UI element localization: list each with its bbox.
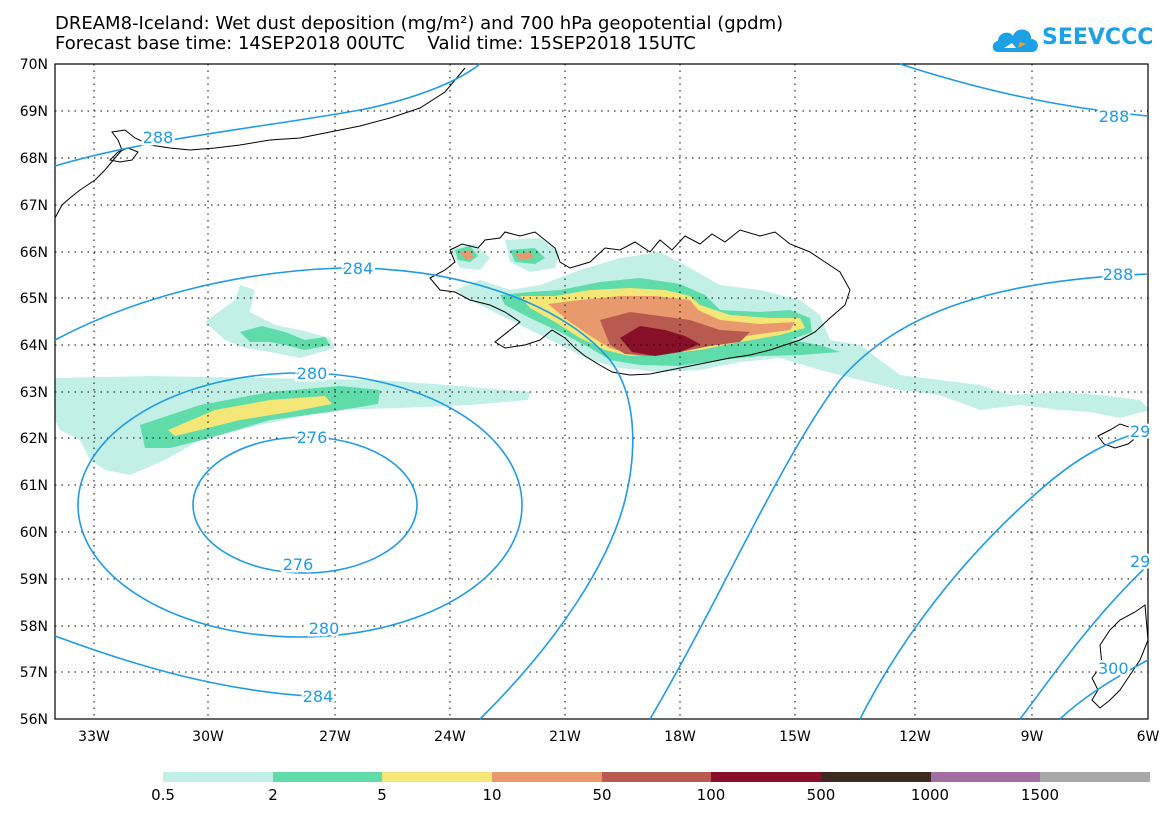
color-legend <box>163 772 1151 782</box>
contour-276 <box>192 436 418 574</box>
legend-swatch-6 <box>821 772 931 782</box>
lon-label: 21W <box>549 729 581 745</box>
contour-label: 29 <box>1130 552 1150 571</box>
lat-label: 70N <box>20 57 48 73</box>
coast-iceland <box>429 229 851 376</box>
lon-label: 24W <box>434 729 466 745</box>
contour-label: 284 <box>343 259 374 278</box>
seevccc-logo: SEEVCCC <box>990 22 1153 56</box>
coast-faroes <box>1097 423 1139 449</box>
coast-greenland <box>54 67 466 219</box>
legend-label: 500 <box>806 786 836 804</box>
lat-label: 67N <box>20 198 48 214</box>
map-subtitle: Forecast base time: 14SEP2018 00UTC Vali… <box>55 33 696 54</box>
contour-label: 280 <box>309 619 340 638</box>
contour-288-ne <box>899 63 1149 117</box>
cloud-icon <box>992 29 1038 52</box>
map-title: DREAM8-Iceland: Wet dust deposition (mg/… <box>55 13 784 34</box>
lat-label: 60N <box>20 525 48 541</box>
legend-label: 2 <box>268 786 278 804</box>
lon-label: 33W <box>78 729 110 745</box>
lat-label: 68N <box>20 151 48 167</box>
lat-label: 64N <box>20 338 48 354</box>
lon-label: 9W <box>1021 729 1044 745</box>
legend-swatch-3 <box>492 772 602 782</box>
legend-swatch-7 <box>930 772 1041 782</box>
legend-labels: 0.5 2 5 10 50 100 500 1000 1500 <box>0 786 1175 806</box>
contour-296 <box>1019 564 1149 720</box>
lon-label: 18W <box>664 729 696 745</box>
lon-label: 30W <box>192 729 224 745</box>
lat-label: 57N <box>20 665 48 681</box>
contour-284-south <box>54 635 311 697</box>
contour-label-group: 288 288 284 288 280 276 276 280 284 29 2… <box>140 105 1153 709</box>
lon-label: 6W <box>1137 729 1160 745</box>
legend-swatch-4 <box>601 772 712 782</box>
contour-288-north <box>54 63 481 167</box>
legend-swatch-0 <box>163 772 273 782</box>
legend-swatch-8 <box>1040 772 1151 782</box>
lat-label: 56N <box>20 712 48 728</box>
contour-288-east <box>649 273 1149 720</box>
contour-label: 276 <box>283 555 314 574</box>
contour-284 <box>54 267 634 720</box>
lat-label: 65N <box>20 291 48 307</box>
legend-swatch-2 <box>382 772 493 782</box>
coast-scotland <box>1091 604 1149 709</box>
contour-300 <box>1059 659 1149 720</box>
lon-label: 12W <box>899 729 931 745</box>
contour-label: 280 <box>297 364 328 383</box>
lon-label: 27W <box>319 729 351 745</box>
lat-label: 61N <box>20 478 48 494</box>
coastlines <box>54 67 1149 709</box>
contour-292 <box>859 429 1149 720</box>
logo-text: SEEVCCC <box>1042 25 1154 50</box>
legend-label: 0.5 <box>151 786 175 804</box>
lat-label: 59N <box>20 572 48 588</box>
lat-label: 66N <box>20 245 48 261</box>
gridlines <box>55 64 1148 719</box>
contour-label: 288 <box>1103 265 1134 284</box>
geopotential-contours <box>54 63 1149 720</box>
lat-label: 63N <box>20 385 48 401</box>
contour-label: 284 <box>303 687 334 706</box>
legend-label: 5 <box>377 786 387 804</box>
contour-280 <box>77 372 523 638</box>
legend-label: 10 <box>482 786 502 804</box>
coast-greenland-inner <box>108 147 139 163</box>
legend-label: 50 <box>592 786 612 804</box>
contour-label: 300 <box>1098 659 1129 678</box>
contour-label: 288 <box>1099 107 1130 126</box>
lat-label: 62N <box>20 431 48 447</box>
contour-label: 288 <box>143 128 174 147</box>
longitude-labels: 33W 30W 27W 24W 21W 18W 15W 12W 9W 6W <box>78 729 1159 745</box>
latitude-labels: 70N 69N 68N 67N 66N 65N 64N 63N 62N 61N … <box>20 57 48 728</box>
contour-label: 276 <box>297 428 328 447</box>
legend-label: 100 <box>696 786 726 804</box>
lon-label: 15W <box>779 729 811 745</box>
lat-label: 69N <box>20 104 48 120</box>
legend-label: 1000 <box>910 786 950 804</box>
legend-swatch-5 <box>711 772 822 782</box>
lat-label: 58N <box>20 619 48 635</box>
contour-label: 29 <box>1130 422 1150 441</box>
legend-swatch-1 <box>272 772 383 782</box>
dust-deposition-shading <box>55 238 1150 475</box>
legend-label: 1500 <box>1020 786 1060 804</box>
